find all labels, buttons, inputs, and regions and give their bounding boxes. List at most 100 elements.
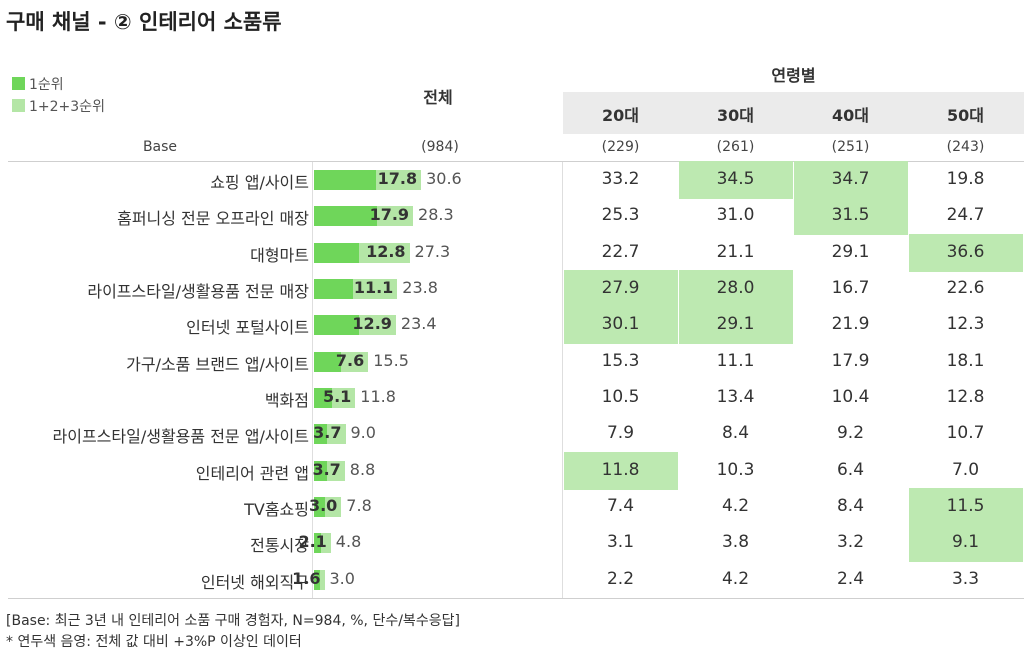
- row-label: 대형마트: [250, 245, 309, 265]
- highlight-cell: [794, 161, 908, 199]
- table-cell: 3.8: [721, 532, 750, 553]
- bar-rank1: [314, 569, 320, 590]
- value-rank1: 3.7: [313, 423, 342, 443]
- value-rank1: 12.8: [366, 241, 406, 261]
- total-column-divider: [562, 162, 563, 598]
- value-rank123: 23.4: [400, 314, 437, 334]
- value-rank123: 7.8: [346, 496, 372, 516]
- page-title: 구매 채널 - ② 인테리어 소품류: [6, 10, 282, 34]
- age-header-band: [563, 92, 1024, 134]
- value-rank123: 3.0: [329, 568, 355, 588]
- value-rank1: 17.8: [377, 169, 418, 189]
- table-cell: 3.1: [606, 532, 635, 553]
- value-rank123: 15.5: [373, 350, 409, 370]
- legend-swatch-rank1: [12, 77, 25, 90]
- age-col-20s: 20대: [602, 106, 639, 125]
- highlight-cell: [679, 269, 793, 308]
- row-label: 인테리어 관련 앱: [195, 463, 309, 483]
- highlight-cell: [679, 306, 793, 345]
- value-rank1: 3.7: [312, 459, 341, 479]
- table-cell: 17.9: [831, 350, 870, 371]
- table-cell: 6.4: [836, 459, 865, 480]
- table-cell: 13.4: [716, 387, 755, 408]
- row-label: 인터넷 해외직구: [200, 572, 309, 592]
- value-rank1: 12.9: [352, 314, 392, 334]
- bar-rank1: [314, 533, 322, 554]
- legend-label-rank123: 1+2+3순위: [29, 99, 105, 115]
- table-bottom-line: [8, 598, 1024, 599]
- table-cell: 16.7: [831, 278, 870, 299]
- table-cell: 2.2: [606, 568, 635, 589]
- base-50s: (243): [946, 139, 985, 155]
- age-col-40s: 40대: [832, 106, 869, 125]
- value-rank123: 9.0: [350, 423, 376, 443]
- row-label: TV홈쇼핑: [244, 500, 309, 520]
- highlight-cell: [564, 269, 678, 308]
- highlight-cell: [909, 487, 1023, 526]
- bar-rank1: [314, 279, 353, 300]
- table-cell: 33.2: [601, 169, 640, 190]
- value-rank1: 1.6: [292, 568, 321, 588]
- table-cell: 3.2: [836, 532, 865, 553]
- value-rank1: 5.1: [322, 387, 352, 407]
- table-cell: 24.7: [946, 205, 985, 226]
- value-rank1: 2.1: [298, 532, 327, 552]
- table-cell: 29.1: [831, 241, 870, 262]
- bar-rank1: [314, 206, 377, 227]
- bar-rank1: [314, 351, 341, 372]
- table-cell: 10.3: [716, 459, 755, 480]
- legend-label-rank1: 1순위: [29, 77, 64, 93]
- value-rank123: 28.3: [418, 205, 454, 225]
- table-cell: 3.3: [951, 568, 980, 589]
- table-cell: 22.7: [601, 241, 640, 262]
- table-cell: 4.2: [721, 496, 750, 517]
- highlight-cell: [794, 197, 908, 236]
- legend-item-rank1: 1순위: [12, 74, 64, 94]
- table-cell: 15.3: [601, 350, 640, 371]
- table-cell: 8.4: [836, 496, 865, 517]
- table-cell: 29.1: [716, 314, 755, 335]
- row-label: 백화점: [264, 391, 309, 411]
- base-30s: (261): [716, 139, 755, 155]
- footnote-base: [Base: 최근 3년 내 인테리어 소품 구매 경험자, N=984, %,…: [6, 613, 460, 629]
- table-cell: 34.7: [831, 169, 870, 190]
- base-divider: [8, 161, 1024, 162]
- table-cell: 31.0: [716, 205, 755, 226]
- bar-rank1: [314, 315, 360, 336]
- age-group-header: 연령별: [771, 66, 816, 85]
- table-cell: 9.1: [951, 532, 980, 553]
- value-rank123: 8.8: [349, 459, 376, 479]
- table-cell: 18.1: [946, 350, 985, 371]
- legend-swatch-rank123: [12, 99, 25, 112]
- row-label: 가구/소품 브랜드 앱/사이트: [126, 354, 309, 374]
- value-rank123: 23.8: [402, 278, 438, 298]
- table-cell: 8.4: [721, 423, 750, 444]
- base-20s: (229): [601, 139, 640, 155]
- table-cell: 30.1: [601, 314, 640, 335]
- age-col-50s: 50대: [947, 106, 984, 125]
- base-total: (984): [421, 139, 459, 155]
- table-cell: 12.3: [946, 314, 985, 335]
- legend-item-rank123: 1+2+3순위: [12, 96, 105, 116]
- table-cell: 9.2: [836, 423, 865, 444]
- highlight-cell: [564, 451, 678, 490]
- base-40s: (251): [831, 139, 870, 155]
- row-label: 홈퍼니싱 전문 오프라인 매장: [117, 209, 309, 229]
- table-cell: 36.6: [946, 241, 985, 262]
- table-cell: 22.6: [946, 278, 985, 299]
- table-cell: 10.7: [946, 423, 985, 444]
- table-cell: 21.9: [831, 314, 870, 335]
- row-label: 인터넷 포털사이트: [186, 318, 309, 338]
- base-label: Base: [142, 139, 178, 155]
- table-cell: 7.4: [606, 496, 635, 517]
- table-cell: 31.5: [831, 205, 870, 226]
- table-cell: 11.1: [716, 350, 755, 371]
- table-cell: 11.5: [946, 496, 985, 517]
- table-cell: 12.8: [946, 387, 985, 408]
- highlight-cell: [909, 524, 1023, 563]
- table-cell: 10.4: [831, 387, 870, 408]
- highlight-cell: [909, 233, 1023, 272]
- footnote-shading: * 연두색 음영: 전체 값 대비 +3%P 이상인 데이터: [6, 634, 302, 650]
- value-rank123: 30.6: [426, 169, 462, 189]
- value-rank123: 11.8: [360, 387, 396, 407]
